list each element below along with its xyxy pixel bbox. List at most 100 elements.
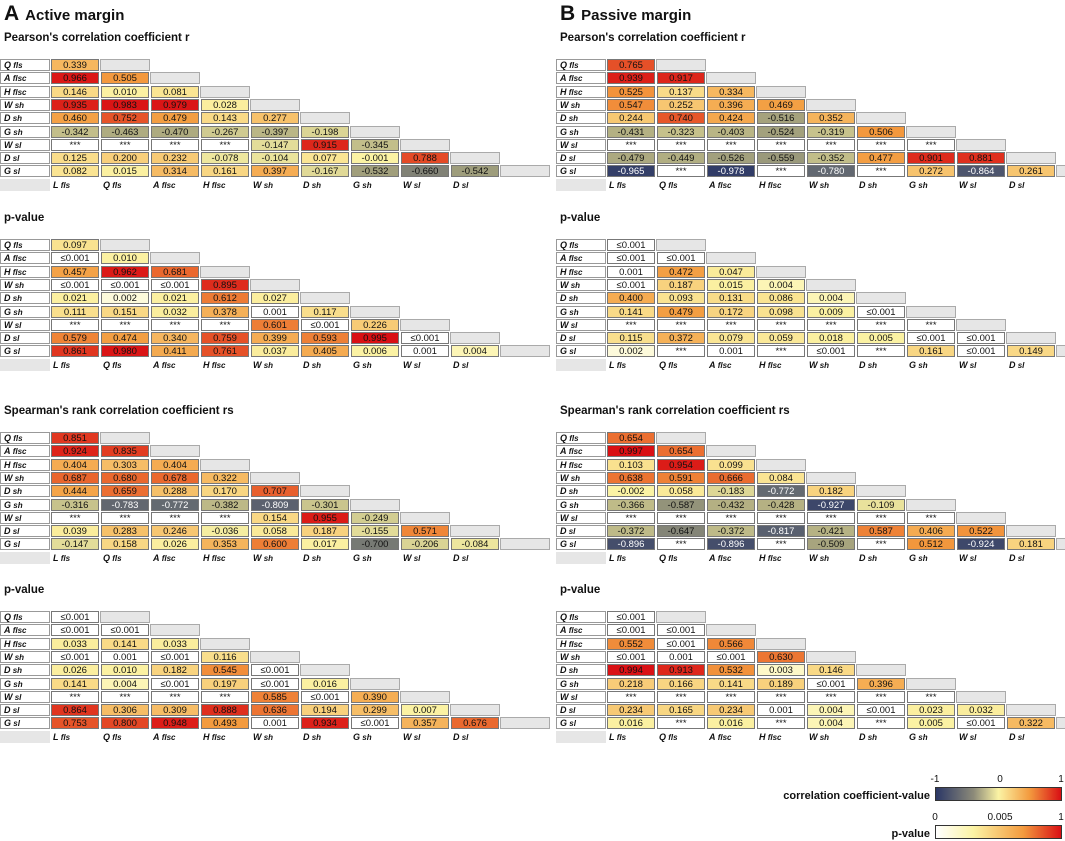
matrix-row: D sl -0.479 -0.449 -0.526 -0.559 -0.352 0.477 0… [556, 152, 1065, 165]
column-label-subscript: sl [411, 180, 421, 190]
matrix-cell: 0.962 [100, 265, 150, 278]
column-label-subscript: sh [360, 732, 372, 742]
column-label: D sl [450, 731, 500, 743]
column-label: W sl [400, 179, 450, 191]
matrix-cell: 0.232 [150, 152, 200, 165]
column-label: L fls [50, 731, 100, 743]
matrix-cell: 0.016 [706, 717, 756, 730]
row-label-symbol: G [560, 678, 568, 689]
matrix-cell: *** [606, 318, 656, 331]
matrix-cell: 0.303 [100, 458, 150, 471]
diagonal-cell [906, 305, 956, 318]
matrix-cell: 0.017 [300, 538, 350, 551]
panel-title: Active margin [25, 7, 125, 24]
row-label-symbol: W [4, 279, 13, 290]
matrix-cell: *** [656, 511, 706, 524]
legend-correlation: -1 0 1 correlation coefficient-value [760, 774, 1065, 804]
matrix-cell: 0.761 [200, 345, 250, 358]
column-label: Q fls [100, 179, 150, 191]
row-label-symbol: D [4, 153, 11, 164]
matrix-cell: ≤0.001 [606, 239, 656, 251]
row-label-subscript: sh [567, 679, 579, 689]
column-label-symbol: W [253, 552, 262, 563]
row-label: Q fls [556, 432, 606, 444]
column-label-subscript: sl [1015, 180, 1025, 190]
matrix-cell: 0.187 [300, 525, 350, 538]
matrix-row: D sh 0.021 0.002 0.021 0.612 0.027 [0, 292, 520, 305]
matrix-cell: 0.935 [50, 98, 100, 111]
row-label-symbol: G [4, 678, 12, 689]
matrix-cell: 0.680 [100, 471, 150, 484]
column-label-subscript: sh [817, 180, 830, 190]
column-label: Q fls [100, 552, 150, 564]
diagonal-cell [706, 252, 756, 265]
column-label: Q fls [656, 552, 706, 564]
column-label: W sl [400, 359, 450, 371]
column-label: W sl [956, 731, 1006, 743]
row-label: Q fls [0, 239, 50, 251]
matrix-row: G sh 0.218 0.166 0.141 0.189 ≤0.001 0.396 [556, 677, 1065, 691]
column-label-symbol: L [609, 731, 615, 742]
matrix-cell: 0.218 [606, 677, 656, 690]
column-label-symbol: L [53, 179, 59, 190]
row-label: H flsc [556, 85, 606, 98]
row-label-subscript: sh [568, 652, 581, 662]
matrix-cell: -0.147 [250, 138, 300, 151]
matrix-row: W sh 0.935 0.983 0.979 0.028 [0, 98, 520, 112]
matrix-cell: ≤0.001 [906, 332, 956, 345]
column-label-symbol: L [609, 179, 615, 190]
matrix-cell: ≤0.001 [856, 704, 906, 717]
row-label: A flsc [556, 72, 606, 85]
matrix-cell: 0.032 [150, 305, 200, 318]
row-label: W sl [0, 138, 50, 151]
column-label: Q fls [656, 179, 706, 191]
matrix-cell: -0.479 [606, 152, 656, 165]
matrix-cell: 0.460 [50, 112, 100, 125]
row-label-symbol: G [4, 499, 12, 510]
matrix-row: Q fls 0.339 [0, 59, 520, 72]
matrix-row: D sl 0.125 0.200 0.232 -0.078 -0.104 0.077 -0.0… [0, 152, 520, 165]
row-label: H flsc [0, 265, 50, 278]
row-label-symbol: W [4, 472, 13, 483]
column-label: G sh [350, 731, 400, 743]
diagonal-cell [806, 471, 856, 484]
diagonal-cell [756, 265, 806, 278]
column-label-subscript: sh [817, 732, 830, 742]
row-label-subscript: sl [567, 719, 576, 729]
row-label-symbol: A [560, 625, 567, 636]
matrix-cell: 0.983 [100, 98, 150, 111]
matrix-row: G sh 0.111 0.151 0.032 0.378 0.001 0.117 [0, 305, 520, 319]
row-label-subscript: sl [568, 513, 578, 523]
column-label-subscript: sh [261, 360, 274, 370]
matrix-title: p-value [560, 212, 601, 224]
matrix-cell: 0.077 [300, 152, 350, 165]
matrix-cell: *** [856, 690, 906, 703]
matrix-cell: *** [706, 138, 756, 151]
matrix-cell: 0.372 [656, 332, 706, 345]
diagonal-cell [200, 85, 250, 98]
legend-corr-colorbar [935, 787, 1062, 801]
corner-cell [556, 551, 606, 564]
diagonal-cell [756, 637, 806, 650]
matrix-title: Pearson's correlation coefficient r [4, 32, 190, 44]
matrix-row: G sl 0.861 0.980 0.411 0.761 0.037 0.405 0.006 0… [0, 345, 550, 358]
matrix-row: D sl 0.864 0.306 0.309 0.888 0.636 0.194 0.299 0… [0, 704, 520, 717]
diagonal-cell [806, 278, 856, 291]
row-label-subscript: flsc [566, 254, 583, 264]
matrix-cell: *** [656, 717, 706, 730]
row-label: W sh [0, 278, 50, 291]
column-label: Q fls [656, 731, 706, 743]
matrix-cell: 0.016 [300, 677, 350, 690]
diagonal-cell [450, 152, 500, 165]
matrix-cell: ≤0.001 [606, 252, 656, 265]
matrix-row: D sh 0.400 0.093 0.131 0.086 0.004 [556, 292, 1065, 305]
row-label: W sh [0, 650, 50, 663]
row-label-subscript: sh [10, 294, 23, 304]
column-label-subscript: fls [58, 360, 71, 370]
matrix-cell: *** [756, 318, 806, 331]
matrix-cell: -0.342 [50, 125, 100, 138]
column-label: H flsc [200, 731, 250, 743]
matrix-row: G sh -0.316 -0.783 -0.772 -0.382 -0.809 -0.301 [0, 498, 520, 512]
column-label: D sl [1006, 731, 1056, 743]
column-label: Q fls [656, 359, 706, 371]
